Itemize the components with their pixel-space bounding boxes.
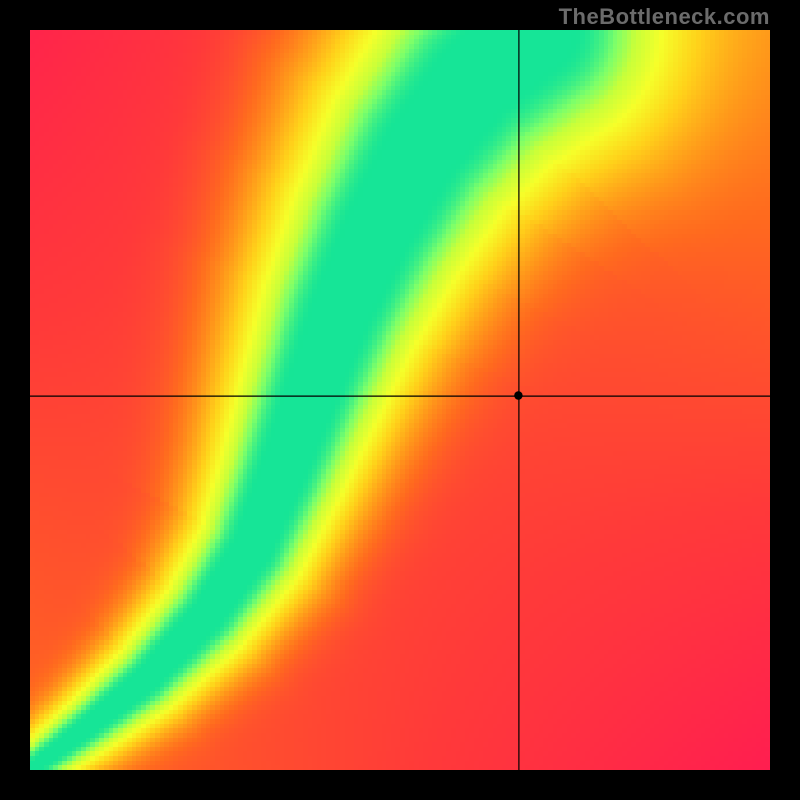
bottleneck-heatmap xyxy=(0,0,800,800)
chart-frame: { "watermark": { "text": "TheBottleneck.… xyxy=(0,0,800,800)
watermark-text: TheBottleneck.com xyxy=(559,4,770,30)
